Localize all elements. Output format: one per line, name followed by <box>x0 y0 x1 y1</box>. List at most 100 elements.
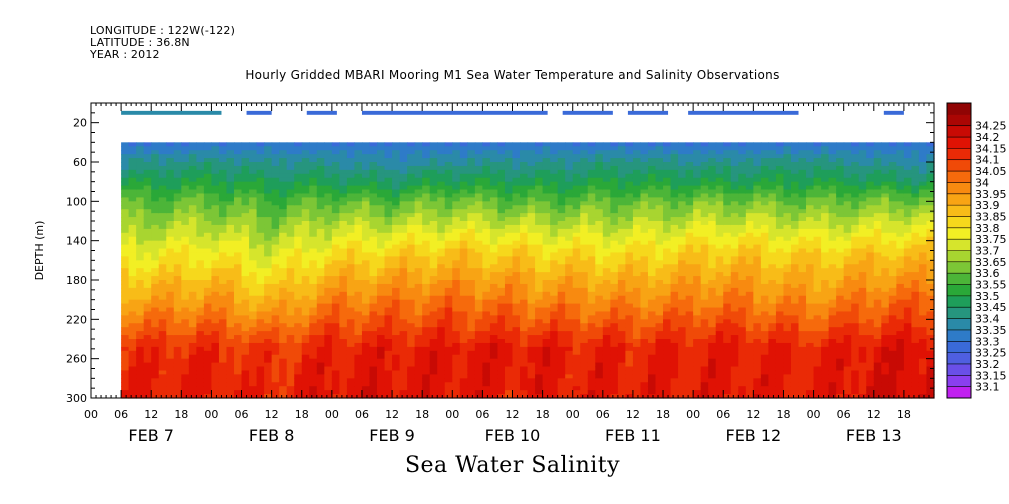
heatmap-cell <box>429 228 438 234</box>
heatmap-cell <box>678 209 687 214</box>
heatmap-cell <box>128 283 137 289</box>
heatmap-cell <box>196 394 205 399</box>
heatmap-cell <box>482 268 491 273</box>
heatmap-cell <box>324 370 333 375</box>
heatmap-cell <box>354 358 363 364</box>
heatmap-cell <box>587 256 596 261</box>
heatmap-cell <box>557 177 566 183</box>
heatmap-cell <box>572 146 581 151</box>
heatmap-cell <box>203 240 213 246</box>
heatmap-cell <box>271 228 280 234</box>
heatmap-cell <box>384 256 393 261</box>
heatmap-cell <box>610 315 619 320</box>
heatmap-cell <box>392 394 401 399</box>
heatmap-cell <box>264 240 273 246</box>
heatmap-cell <box>346 276 356 281</box>
heatmap-cell <box>535 335 544 340</box>
heatmap-cell <box>572 331 581 336</box>
heatmap-cell <box>151 366 160 372</box>
heatmap-cell <box>354 260 363 265</box>
heatmap-cell <box>173 154 182 159</box>
heatmap-cell <box>309 146 318 151</box>
heatmap-cell <box>361 228 371 234</box>
heatmap-cell <box>234 213 243 218</box>
heatmap-cell <box>535 315 544 320</box>
heatmap-cell <box>663 173 672 179</box>
heatmap-cell <box>632 197 642 202</box>
heatmap-cell <box>121 232 130 238</box>
heatmap-cell <box>429 213 438 218</box>
heatmap-cell <box>218 193 228 198</box>
heatmap-cell <box>166 335 175 340</box>
heatmap-cell <box>121 370 130 375</box>
heatmap-cell <box>324 228 333 234</box>
heatmap-cell <box>316 315 325 320</box>
heatmap-cell <box>181 280 190 285</box>
heatmap-cell <box>678 193 687 198</box>
heatmap-cell <box>535 146 544 151</box>
heatmap-cell <box>647 150 657 155</box>
heatmap-cell <box>670 181 679 187</box>
heatmap-cell <box>512 248 521 254</box>
heatmap-cell <box>151 142 160 147</box>
heatmap-cell <box>121 382 130 387</box>
heatmap-cell <box>301 201 310 206</box>
heatmap-cell <box>452 213 461 218</box>
heatmap-cell <box>136 150 145 155</box>
heatmap-cell <box>121 335 130 340</box>
heatmap-cell <box>399 299 408 305</box>
heatmap-cell <box>279 213 288 218</box>
heatmap-cell <box>301 248 310 254</box>
heatmap-cell <box>527 362 536 368</box>
heatmap-cell <box>489 193 499 198</box>
heatmap-cell <box>580 386 589 391</box>
heatmap-cell <box>173 311 182 316</box>
heatmap-cell <box>497 319 506 324</box>
heatmap-cell <box>158 217 167 222</box>
heatmap-cell <box>399 256 408 261</box>
heatmap-cell <box>339 354 348 360</box>
heatmap-cell <box>655 280 664 285</box>
heatmap-cell <box>256 287 265 293</box>
heatmap-cell <box>557 319 566 324</box>
heatmap-cell <box>226 150 235 155</box>
heatmap-cell <box>121 276 130 281</box>
heatmap-cell <box>474 146 483 151</box>
heatmap-cell <box>550 248 559 254</box>
heatmap-cell <box>196 205 205 210</box>
heatmap-cell <box>640 173 649 179</box>
heatmap-cell <box>542 366 551 372</box>
heatmap-cell <box>196 150 205 155</box>
heatmap-cell <box>211 150 220 155</box>
heatmap-cell <box>166 232 175 238</box>
heatmap-cell <box>377 327 386 332</box>
heatmap-cell <box>309 236 318 242</box>
heatmap-cell <box>693 283 702 289</box>
heatmap-cell <box>339 358 348 364</box>
heatmap-cell <box>527 209 536 214</box>
heatmap-cell <box>512 224 521 230</box>
heatmap-cell <box>489 386 499 391</box>
heatmap-cell <box>542 327 551 332</box>
heatmap-cell <box>625 386 634 391</box>
heatmap-cell <box>565 264 574 269</box>
heatmap-cell <box>241 276 250 281</box>
heatmap-cell <box>655 162 664 167</box>
heatmap-cell <box>452 240 461 246</box>
heatmap-cell <box>331 185 340 191</box>
heatmap-cell <box>264 264 273 269</box>
heatmap-cell <box>550 362 559 368</box>
heatmap-cell <box>437 331 446 336</box>
heatmap-cell <box>264 213 273 218</box>
heatmap-cell <box>467 354 476 360</box>
heatmap-cell <box>542 370 551 375</box>
heatmap-cell <box>158 280 167 285</box>
heatmap-cell <box>678 181 687 187</box>
heatmap-cell <box>181 232 190 238</box>
heatmap-cell <box>226 358 235 364</box>
heatmap-cell <box>527 248 536 254</box>
heatmap-cell <box>121 386 130 391</box>
heatmap-cell <box>565 256 574 261</box>
heatmap-cell <box>203 217 213 222</box>
heatmap-cell <box>422 142 431 147</box>
